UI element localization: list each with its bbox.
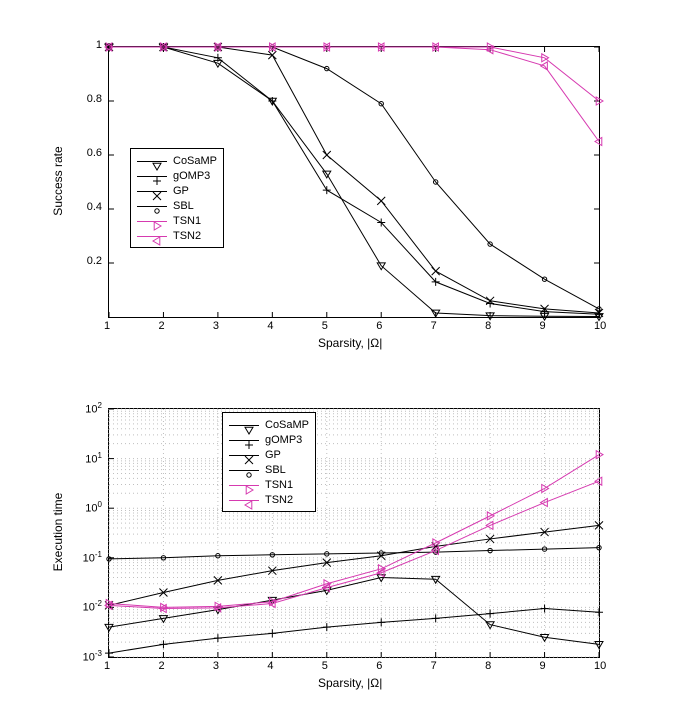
series-marker-GP	[377, 197, 385, 205]
xtick-label: 10	[594, 320, 606, 332]
xtick-label: 4	[267, 320, 273, 332]
series-marker-TSN1	[596, 451, 603, 459]
series-line-TSN2	[109, 47, 599, 142]
legend-swatch-SBL	[137, 199, 167, 213]
legend-item-TSN1: TSN1	[137, 213, 217, 228]
legend-item-TSN1: TSN1	[229, 477, 309, 492]
legend-swatch-TSN1	[137, 214, 167, 228]
legend-item-GP: GP	[137, 183, 217, 198]
plot-area-bottom	[108, 408, 600, 658]
series-marker-gOMP3	[159, 640, 167, 648]
xtick-label: 1	[104, 320, 110, 332]
xtick-label: 6	[376, 660, 382, 672]
xtick-label: 3	[213, 320, 219, 332]
legend-label-CoSaMP: CoSaMP	[173, 155, 217, 167]
legend-swatch-gOMP3	[137, 169, 167, 183]
series-marker-gOMP3	[214, 634, 222, 642]
legend-label-TSN1: TSN1	[265, 479, 293, 491]
legend-swatch-CoSaMP	[137, 154, 167, 168]
ytick-label: 0.2	[87, 255, 102, 267]
ytick-label: 101	[85, 451, 102, 466]
series-marker-gOMP3	[486, 610, 494, 618]
series-marker-GP	[432, 267, 440, 275]
x-axis-label-bottom: Sparsity, |Ω|	[318, 676, 382, 690]
series-line-TSN1	[109, 47, 599, 101]
series-marker-gOMP3	[105, 649, 113, 657]
legend-label-CoSaMP: CoSaMP	[265, 419, 309, 431]
legend-swatch-TSN2	[137, 229, 167, 243]
series-marker-gOMP3	[268, 629, 276, 637]
legend-label-gOMP3: gOMP3	[265, 434, 302, 446]
xtick-label: 8	[485, 660, 491, 672]
top-legend: CoSaMP gOMP3 GP SBL TSN1 TSN2	[130, 148, 224, 248]
plot-svg-bottom	[109, 409, 599, 657]
legend-label-SBL: SBL	[265, 464, 286, 476]
xtick-label: 1	[104, 660, 110, 672]
xtick-label: 5	[322, 320, 328, 332]
series-marker-GP	[323, 151, 331, 159]
xtick-label: 3	[213, 660, 219, 672]
series-marker-CoSaMP	[595, 642, 603, 649]
series-marker-gOMP3	[323, 186, 331, 194]
ytick-label: 100	[85, 500, 102, 515]
legend-label-TSN1: TSN1	[173, 215, 201, 227]
ytick-label: 1	[96, 39, 102, 51]
ytick-label: 10-3	[83, 649, 102, 664]
legend-swatch-GP	[137, 184, 167, 198]
y-axis-label-top: Success rate	[51, 146, 65, 215]
legend-item-TSN2: TSN2	[137, 228, 217, 243]
legend-label-SBL: SBL	[173, 200, 194, 212]
page: 1 2 3 4 5 6 7 8 9 10 0.2 0.4 0.6 0.8 1 Sparsity, |Ω| Suc…	[0, 0, 694, 714]
ytick-label: 0.6	[87, 147, 102, 159]
legend-item-TSN2: TSN2	[229, 492, 309, 507]
series-marker-gOMP3	[541, 605, 549, 613]
series-line-TSN2	[109, 481, 599, 608]
series-marker-gOMP3	[377, 618, 385, 626]
legend-item-SBL: SBL	[229, 462, 309, 477]
xtick-label: 7	[431, 660, 437, 672]
xtick-label: 2	[158, 320, 164, 332]
bottom-legend: CoSaMP gOMP3 GP SBL TSN1 TSN2	[222, 412, 316, 512]
ytick-label: 10-2	[83, 599, 102, 614]
xtick-label: 6	[376, 320, 382, 332]
legend-item-gOMP3: gOMP3	[229, 432, 309, 447]
legend-label-GP: GP	[265, 449, 281, 461]
series-line-CoSaMP	[109, 578, 599, 645]
xtick-label: 9	[540, 660, 546, 672]
series-marker-gOMP3	[432, 614, 440, 622]
legend-item-GP: GP	[229, 447, 309, 462]
series-line-SBL	[109, 548, 599, 559]
legend-item-CoSaMP: CoSaMP	[137, 153, 217, 168]
y-axis-label-bottom: Execution time	[51, 493, 65, 572]
legend-swatch-CoSaMP	[229, 418, 259, 432]
legend-item-CoSaMP: CoSaMP	[229, 417, 309, 432]
xtick-label: 8	[485, 320, 491, 332]
legend-swatch-GP	[229, 448, 259, 462]
legend-swatch-TSN2	[229, 493, 259, 507]
legend-item-gOMP3: gOMP3	[137, 168, 217, 183]
legend-label-gOMP3: gOMP3	[173, 170, 210, 182]
xtick-label: 2	[158, 660, 164, 672]
legend-label-TSN2: TSN2	[265, 494, 293, 506]
xtick-label: 7	[431, 320, 437, 332]
xtick-label: 10	[594, 660, 606, 672]
legend-label-GP: GP	[173, 185, 189, 197]
legend-label-TSN2: TSN2	[173, 230, 201, 242]
xtick-label: 4	[267, 660, 273, 672]
legend-swatch-gOMP3	[229, 433, 259, 447]
ytick-label: 0.4	[87, 201, 102, 213]
legend-swatch-TSN1	[229, 478, 259, 492]
legend-swatch-SBL	[229, 463, 259, 477]
series-marker-gOMP3	[323, 623, 331, 631]
legend-item-SBL: SBL	[137, 198, 217, 213]
ytick-label: 10-1	[83, 550, 102, 565]
series-line-TSN1	[109, 455, 599, 608]
x-axis-label-top: Sparsity, |Ω|	[318, 336, 382, 350]
ytick-label: 102	[85, 401, 102, 416]
xtick-label: 9	[540, 320, 546, 332]
series-marker-gOMP3	[595, 608, 603, 616]
xtick-label: 5	[322, 660, 328, 672]
ytick-label: 0.8	[87, 93, 102, 105]
